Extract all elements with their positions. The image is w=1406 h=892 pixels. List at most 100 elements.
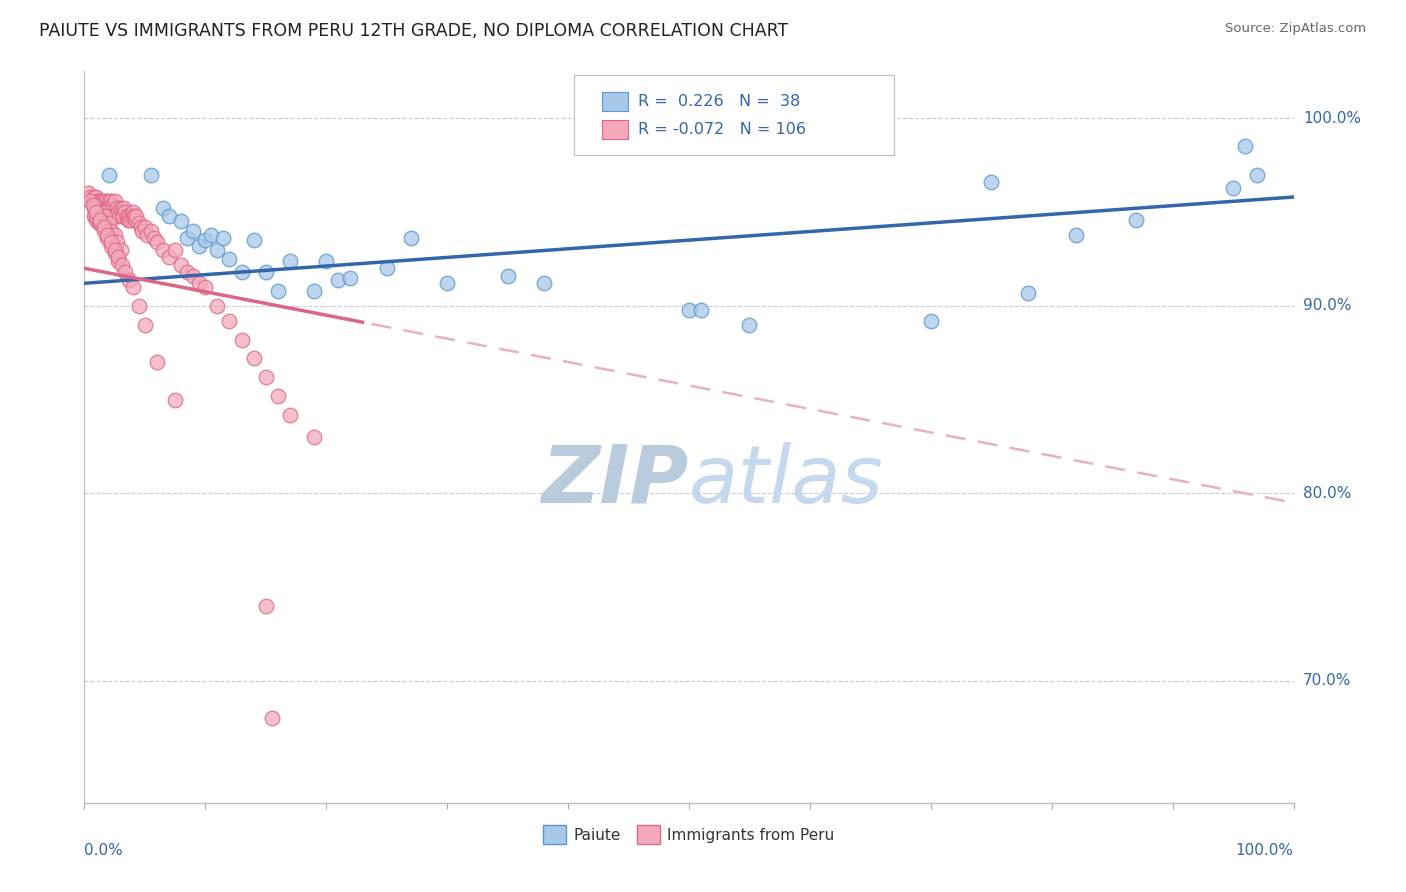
Point bbox=[122, 209, 145, 223]
Point bbox=[188, 277, 211, 291]
Point bbox=[128, 216, 150, 230]
Point bbox=[91, 205, 114, 219]
Point bbox=[254, 370, 277, 384]
Point bbox=[143, 231, 166, 245]
Point bbox=[114, 265, 136, 279]
Point bbox=[82, 195, 104, 210]
Point bbox=[97, 168, 120, 182]
Point bbox=[86, 190, 108, 204]
Point bbox=[212, 231, 235, 245]
Point bbox=[678, 302, 700, 317]
Point bbox=[103, 201, 125, 215]
Point bbox=[96, 197, 118, 211]
Point bbox=[129, 220, 152, 235]
Point bbox=[104, 227, 127, 242]
Text: 80.0%: 80.0% bbox=[1303, 486, 1351, 500]
Point bbox=[96, 231, 118, 245]
Point bbox=[136, 227, 159, 242]
Point bbox=[87, 195, 110, 210]
Point bbox=[104, 194, 127, 208]
Point bbox=[267, 389, 290, 403]
Point bbox=[339, 270, 361, 285]
Point bbox=[100, 194, 122, 208]
Text: PAIUTE VS IMMIGRANTS FROM PERU 12TH GRADE, NO DIPLOMA CORRELATION CHART: PAIUTE VS IMMIGRANTS FROM PERU 12TH GRAD… bbox=[39, 22, 789, 40]
Point bbox=[1064, 227, 1087, 242]
Point bbox=[89, 212, 111, 227]
Point bbox=[157, 209, 180, 223]
Point bbox=[107, 205, 129, 219]
Point bbox=[91, 201, 114, 215]
Point bbox=[146, 235, 169, 249]
Text: R = -0.072   N = 106: R = -0.072 N = 106 bbox=[638, 121, 806, 136]
Point bbox=[254, 599, 277, 613]
Point bbox=[112, 209, 135, 223]
Point bbox=[128, 299, 150, 313]
Point bbox=[125, 209, 148, 223]
Point bbox=[267, 284, 290, 298]
Point bbox=[100, 235, 122, 249]
Point bbox=[176, 265, 198, 279]
Point bbox=[94, 194, 117, 208]
Point bbox=[188, 239, 211, 253]
Point bbox=[242, 351, 264, 366]
Point bbox=[86, 209, 108, 223]
Point bbox=[218, 252, 240, 266]
Point bbox=[87, 216, 110, 230]
Text: 100.0%: 100.0% bbox=[1303, 111, 1361, 126]
Point bbox=[218, 314, 240, 328]
Point bbox=[690, 302, 713, 317]
Point bbox=[117, 212, 139, 227]
Point bbox=[93, 197, 115, 211]
Point bbox=[254, 265, 277, 279]
Point bbox=[194, 280, 217, 294]
Point bbox=[165, 243, 187, 257]
Point bbox=[115, 209, 138, 223]
Point bbox=[242, 233, 264, 247]
Point bbox=[980, 175, 1002, 189]
Point bbox=[207, 299, 229, 313]
Text: atlas: atlas bbox=[689, 442, 884, 520]
Point bbox=[920, 314, 942, 328]
Point bbox=[399, 231, 422, 245]
Point bbox=[104, 243, 127, 257]
Point bbox=[84, 194, 107, 208]
Point bbox=[97, 194, 120, 208]
Point bbox=[181, 224, 204, 238]
Point bbox=[97, 216, 120, 230]
Point bbox=[120, 212, 142, 227]
Point bbox=[94, 209, 117, 223]
Point bbox=[1222, 180, 1244, 194]
Point bbox=[90, 195, 112, 210]
Point bbox=[260, 711, 283, 725]
Point bbox=[1017, 285, 1039, 300]
Point bbox=[121, 205, 143, 219]
Point bbox=[105, 201, 128, 215]
Text: 0.0%: 0.0% bbox=[84, 843, 124, 858]
Point bbox=[93, 224, 115, 238]
Text: 90.0%: 90.0% bbox=[1303, 298, 1351, 313]
Point bbox=[114, 205, 136, 219]
Point bbox=[86, 212, 108, 227]
Point bbox=[496, 268, 519, 283]
Point bbox=[131, 224, 153, 238]
Point bbox=[89, 194, 111, 208]
Point bbox=[121, 209, 143, 223]
Point bbox=[86, 205, 108, 219]
Legend: Paiute, Immigrants from Peru: Paiute, Immigrants from Peru bbox=[537, 819, 841, 850]
Point bbox=[738, 318, 761, 332]
Point bbox=[170, 258, 193, 272]
Point bbox=[231, 265, 253, 279]
Point bbox=[111, 258, 134, 272]
Point bbox=[101, 197, 124, 211]
Point bbox=[98, 197, 121, 211]
Point bbox=[107, 253, 129, 268]
Point bbox=[1125, 212, 1147, 227]
Point bbox=[82, 197, 104, 211]
Point bbox=[278, 253, 301, 268]
Point bbox=[170, 214, 193, 228]
Point bbox=[89, 216, 111, 230]
Point bbox=[533, 277, 555, 291]
Point bbox=[112, 201, 135, 215]
Point bbox=[302, 284, 325, 298]
Text: 70.0%: 70.0% bbox=[1303, 673, 1351, 689]
